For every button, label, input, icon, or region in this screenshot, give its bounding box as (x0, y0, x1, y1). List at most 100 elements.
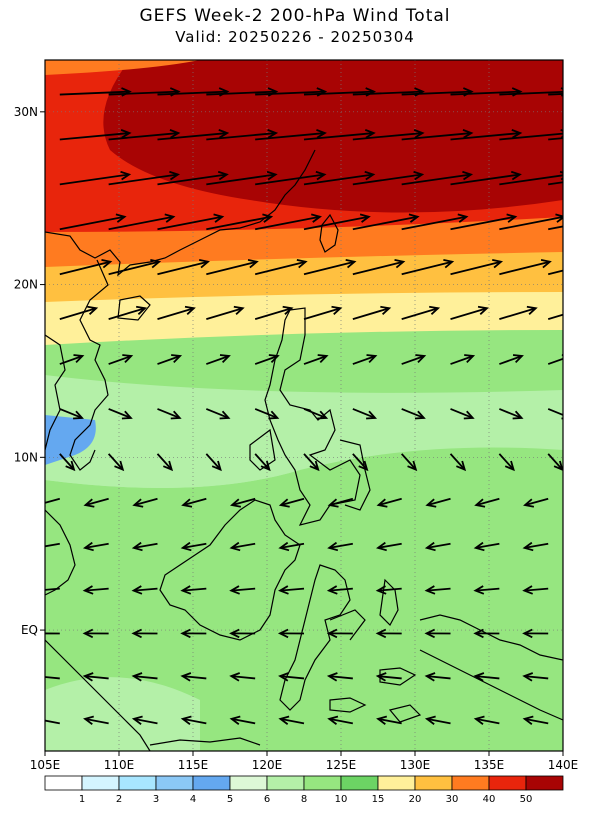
wind-vector-head (73, 354, 85, 364)
wind-vector-shaft (206, 307, 243, 320)
wind-vector-head (477, 305, 489, 315)
wind-vector-shaft (206, 132, 277, 141)
lon-tick-label: 105E (30, 758, 61, 772)
wind-vector-head (120, 129, 132, 139)
wind-vector-shaft (352, 260, 404, 276)
wind-vector-shaft (450, 132, 521, 141)
wind-vector-shaft (84, 542, 109, 549)
wind-vector-head (162, 460, 174, 472)
wind-vector-head (366, 354, 378, 364)
longitude-axis: 105E 110E 115E 120E 125E 130E 135E 140E (30, 751, 579, 772)
wind-vector-head (267, 129, 279, 139)
map-subtitle: Valid: 20250226 - 20250304 (175, 28, 415, 46)
wind-vector-head (309, 460, 320, 472)
wind-vector-shaft (401, 90, 472, 96)
lat-tick-label: 30N (14, 105, 38, 119)
wind-vector-shaft (499, 260, 551, 276)
wind-vector-head (131, 715, 143, 725)
lon-tick-label: 140E (548, 758, 579, 772)
wind-vector-head (473, 541, 485, 552)
wind-vector-shaft (475, 587, 500, 592)
wind-vector-head (504, 460, 515, 472)
wind-vector-shaft (280, 587, 305, 592)
wind-vector-shaft (352, 355, 376, 365)
wind-vector-head (278, 715, 290, 725)
wind-vector-head (474, 498, 486, 508)
colorbar-label: 30 (446, 794, 459, 805)
wind-vector-head (462, 129, 474, 139)
latitude-axis: 30N 20N 10N EQ (14, 105, 45, 637)
wind-vector-shaft (254, 307, 292, 320)
wind-vector-shaft (108, 215, 174, 231)
wind-vector-head (317, 354, 329, 364)
wind-vector-head (266, 170, 278, 181)
colorbar-swatch (44, 775, 83, 791)
wind-vector-head (115, 213, 127, 223)
wind-vector-head (424, 628, 436, 639)
wind-vector-shaft (377, 717, 402, 725)
wind-vector-shaft (475, 675, 500, 680)
wind-vector-shaft (547, 453, 563, 471)
wind-vector-head (87, 305, 99, 315)
wind-vector-shaft (85, 497, 109, 506)
wind-vector-shaft (108, 260, 160, 276)
wind-vector-head (429, 305, 441, 315)
timor-island (388, 704, 422, 723)
lon-tick-label: 130E (400, 758, 431, 772)
colorbar-label: 3 (153, 794, 159, 805)
wind-vector-shaft (231, 675, 256, 680)
wind-vector-head (413, 170, 425, 181)
wind-vector-head (114, 460, 125, 472)
lon-tick-label: 125E (326, 758, 357, 772)
wind-vector-head (512, 410, 524, 420)
wind-vector-head (131, 672, 143, 682)
wind-vector-head (247, 259, 259, 269)
wind-vector-head (316, 129, 327, 139)
wind-vector-shaft (45, 676, 60, 680)
wind-vector-shaft (157, 355, 181, 365)
wind-vector-head (522, 628, 533, 639)
colorbar-swatch (118, 775, 157, 791)
wind-vector-shaft (548, 93, 563, 96)
wind-vector-head (136, 305, 148, 315)
wind-vector-shaft (303, 453, 319, 471)
wind-vector-head (217, 170, 229, 181)
wind-vector-shaft (450, 90, 521, 96)
wind-vector-shaft (352, 90, 423, 96)
wind-vector-head (65, 460, 76, 472)
wind-vector-head (473, 672, 485, 682)
wind-vector-shaft (157, 90, 228, 96)
wind-vector-head (170, 410, 182, 420)
colorbar-swatch (340, 775, 379, 791)
coastlines (45, 149, 563, 751)
wind-vector-shaft (134, 497, 158, 506)
wind-vector-head (229, 715, 241, 725)
lon-tick-label: 110E (104, 758, 135, 772)
wind-vector-shaft (499, 216, 563, 231)
wind-vector-shaft (426, 542, 451, 549)
wind-vector-shaft (303, 90, 374, 96)
south-china-coast (45, 149, 316, 277)
wind-vector-head (262, 213, 274, 223)
wind-vector-head (131, 628, 142, 639)
wind-vector-head (219, 410, 231, 420)
wind-vector-shaft (108, 408, 132, 419)
wind-vector-head (414, 410, 426, 420)
colorbar-swatch (451, 775, 490, 791)
wind-vector-head (82, 672, 94, 682)
wind-vector-head (268, 354, 280, 364)
philippines-coast (264, 307, 361, 526)
speed-10-band (45, 330, 563, 394)
wind-vector-head (376, 541, 387, 552)
wind-vector-head (364, 129, 376, 139)
wind-vector-head (184, 305, 196, 315)
wind-vector-shaft (352, 408, 376, 419)
wind-vector-shaft (352, 453, 368, 471)
wind-vector-head (278, 541, 290, 552)
wind-vector-head (36, 673, 44, 681)
wind-vector-head (327, 541, 339, 552)
speed-15-band (45, 290, 563, 345)
java-coast (149, 737, 261, 746)
wind-vector-shaft (499, 132, 563, 141)
wind-vector-shaft (498, 453, 515, 471)
